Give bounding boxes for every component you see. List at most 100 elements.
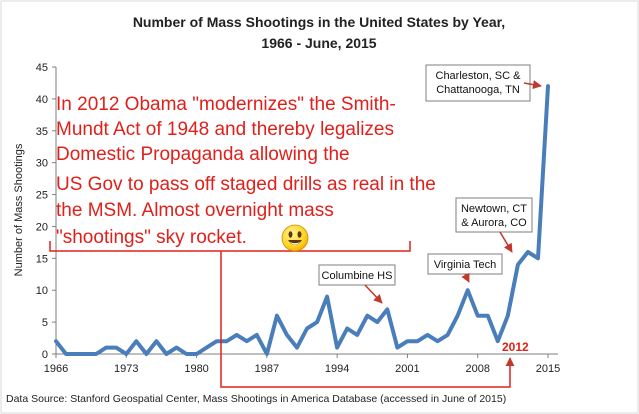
data-point [476, 314, 479, 317]
data-point [527, 251, 529, 253]
data-point [426, 334, 429, 336]
x-axis-ticks: 1966 1973 1980 1987 1994 2001 2008 2015 [44, 354, 560, 375]
y-axis-ticks: 0 5 10 15 20 25 30 35 40 45 [36, 62, 56, 361]
callout-label: Virginia Tech [434, 259, 497, 271]
data-point [65, 353, 67, 355]
data-point [316, 321, 318, 323]
data-point [466, 289, 469, 292]
data-point [507, 314, 509, 317]
data-point [195, 353, 198, 355]
overlay-line-4: US Gov to pass off staged drills as real… [56, 174, 436, 195]
y-axis-title: Number of Mass Shootings [13, 143, 25, 276]
data-source-note: Data Source: Stanford Geospatial Center,… [6, 393, 506, 405]
callout-arrow [364, 284, 383, 304]
data-point [185, 353, 188, 355]
data-point [256, 334, 258, 336]
smiley-face-icon [281, 224, 309, 252]
plot-area: 0 5 10 15 20 25 30 35 40 45 1966 1973 1980 1987 1994 2… [36, 62, 560, 375]
data-point [215, 340, 218, 343]
data-point [396, 346, 399, 349]
data-point [416, 340, 419, 343]
data-point [496, 340, 499, 343]
x-tick-label: 1973 [114, 363, 138, 375]
overlay-line-5: the MSM. Almost overnight mass [56, 200, 334, 221]
data-point [105, 346, 108, 349]
x-tick-label: 1966 [44, 363, 68, 375]
data-point [386, 308, 389, 311]
data-point [547, 85, 549, 87]
callout-box [425, 64, 531, 102]
data-point [517, 263, 519, 266]
callout-box [455, 197, 533, 233]
y-tick-label: 20 [36, 221, 48, 233]
data-point [486, 314, 489, 317]
callout-newtown: Newtown, CT & Aurora, CO [455, 197, 533, 253]
data-point [326, 295, 328, 298]
data-point [296, 346, 298, 349]
data-point [456, 314, 459, 317]
callout-label: Newtown, CT [461, 203, 527, 215]
callout-label: Columbine HS [322, 270, 393, 282]
data-point [366, 314, 369, 317]
data-point [165, 353, 168, 355]
data-point [436, 340, 439, 343]
data-point [175, 346, 178, 349]
bracket-line [49, 241, 411, 252]
data-point [145, 353, 148, 355]
data-point [276, 314, 278, 317]
data-point [85, 353, 87, 355]
data-point [376, 321, 379, 323]
data-point [95, 353, 97, 355]
y-tick-label: 40 [36, 94, 48, 106]
callout-arrow [523, 80, 542, 90]
data-point [346, 327, 348, 330]
y-tick-label: 10 [36, 285, 48, 297]
data-point [537, 257, 539, 260]
data-point [125, 353, 128, 355]
overlay-bracket [49, 241, 515, 388]
callout-arrow [499, 231, 513, 253]
data-point [336, 346, 338, 349]
data-point [205, 346, 208, 349]
callout-layer: Charleston, SC & Chattanooga, TN Newtown, … [318, 64, 542, 304]
y-tick-label: 30 [36, 158, 48, 170]
callout-columbine: Columbine HS [318, 264, 396, 304]
data-point [135, 340, 138, 343]
callout-box [318, 264, 396, 286]
overlay-line-3: Domestic Propaganda allowing the [56, 144, 350, 165]
x-tick-label: 1994 [325, 363, 349, 375]
data-point [245, 340, 248, 343]
overlay-line-6: "shootings" sky rocket. [56, 227, 247, 248]
data-point [266, 353, 268, 355]
data-point [446, 334, 449, 336]
y-tick-label: 15 [36, 253, 48, 265]
data-point [75, 353, 77, 355]
y-tick-label: 5 [42, 317, 48, 329]
callout-label: Charleston, SC & [436, 70, 522, 82]
data-point [356, 334, 359, 336]
y-tick-label: 45 [36, 62, 48, 74]
overlay-text-block: In 2012 Obama "modernizes" the Smith- Mu… [56, 94, 436, 248]
data-point [155, 340, 158, 343]
y-tick-label: 0 [42, 349, 48, 361]
data-point [235, 334, 238, 336]
y-tick-label: 35 [36, 126, 48, 138]
callout-label: Chattanooga, TN [436, 84, 520, 96]
x-tick-label: 2015 [536, 363, 560, 375]
year-2012-label: 2012 [502, 340, 529, 354]
data-point [406, 340, 409, 343]
y-tick-label: 25 [36, 190, 48, 202]
x-tick-label: 1980 [184, 363, 208, 375]
callout-arrow [461, 272, 470, 283]
data-point [55, 340, 57, 343]
bracket-arrow-to-2012 [220, 251, 515, 388]
series-line [54, 84, 550, 356]
callout-virginia: Virginia Tech [427, 253, 503, 283]
chart-title-line-1: Number of Mass Shootings in the United S… [133, 14, 505, 30]
chart-title-line-2: 1966 - June, 2015 [261, 35, 376, 51]
data-point [225, 340, 228, 343]
data-point [286, 334, 288, 336]
callout-label: & Aurora, CO [461, 217, 527, 229]
data-point [306, 327, 308, 330]
